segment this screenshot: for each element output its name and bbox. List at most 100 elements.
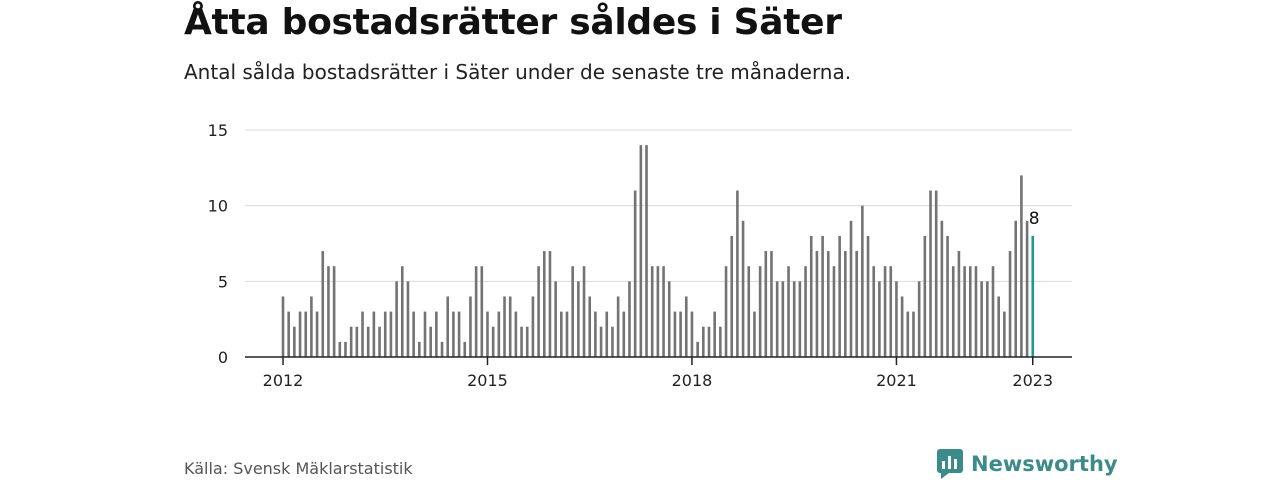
bar xyxy=(747,266,751,357)
y-tick-label: 5 xyxy=(218,272,228,291)
chart-title: Åtta bostadsrätter såldes i Säter xyxy=(184,2,842,43)
y-tick-label: 15 xyxy=(208,121,228,140)
bar xyxy=(389,311,393,357)
bar xyxy=(838,235,841,357)
x-tick-label: 2021 xyxy=(876,371,917,390)
brand-name: Newsworthy xyxy=(971,452,1118,476)
bar xyxy=(622,311,626,357)
brand-logo[interactable]: Newsworthy xyxy=(937,449,1118,479)
bar xyxy=(963,266,966,357)
bar xyxy=(474,266,478,357)
bar xyxy=(395,281,398,357)
bar xyxy=(719,326,722,357)
bar xyxy=(792,281,796,357)
bar xyxy=(565,311,569,357)
bars xyxy=(281,145,1035,357)
y-axis-labels: 0 5 10 15 xyxy=(208,121,228,367)
bar xyxy=(503,296,506,357)
bar xyxy=(327,266,330,357)
bar xyxy=(934,190,938,357)
y-tick-label: 10 xyxy=(208,197,228,216)
bar xyxy=(633,190,637,357)
bar xyxy=(684,296,688,357)
bar xyxy=(997,296,1000,357)
bar xyxy=(804,266,807,357)
bar xyxy=(724,266,728,357)
bar xyxy=(429,326,432,357)
bar xyxy=(435,311,438,357)
bar xyxy=(741,220,745,357)
bar xyxy=(440,341,444,357)
x-axis: 2012 2015 2018 2021 2023 xyxy=(245,356,1072,390)
bar xyxy=(889,266,893,357)
bar xyxy=(764,251,768,357)
bar xyxy=(531,296,535,357)
bar xyxy=(917,281,921,357)
bar xyxy=(781,281,785,357)
bar xyxy=(645,145,648,357)
bar xyxy=(605,311,609,357)
bar xyxy=(775,281,779,357)
bar xyxy=(560,311,563,357)
bar xyxy=(815,251,819,357)
bar xyxy=(548,251,552,357)
bar xyxy=(787,266,790,357)
bar xyxy=(906,311,910,357)
bar xyxy=(616,296,620,357)
bar xyxy=(844,251,847,357)
bar xyxy=(298,311,302,357)
bar xyxy=(514,311,518,357)
bar xyxy=(1014,220,1018,357)
bar xyxy=(412,311,415,357)
bar xyxy=(582,266,586,357)
bar xyxy=(855,251,858,357)
x-tick-label: 2012 xyxy=(263,371,304,390)
bar xyxy=(974,266,978,357)
bar xyxy=(508,296,512,357)
bar xyxy=(293,326,296,357)
bar xyxy=(929,190,932,357)
bar xyxy=(656,266,660,357)
bar xyxy=(554,281,557,357)
bar xyxy=(400,266,404,357)
bar xyxy=(491,326,495,357)
bar xyxy=(912,311,915,357)
bar xyxy=(406,281,410,357)
bar xyxy=(707,326,711,357)
bar xyxy=(349,326,353,357)
bar xyxy=(940,220,944,357)
x-tick-label: 2015 xyxy=(467,371,508,390)
bar xyxy=(418,341,421,357)
bar xyxy=(980,281,983,357)
bar xyxy=(355,326,359,357)
source-note: Källa: Svensk Mäklarstatistik xyxy=(184,459,413,478)
bar xyxy=(991,266,995,357)
bar xyxy=(1025,220,1029,357)
bar xyxy=(753,311,756,357)
bar xyxy=(1008,251,1012,357)
bar xyxy=(968,266,972,357)
bar xyxy=(798,281,802,357)
bar xyxy=(599,326,603,357)
y-tick-label: 0 xyxy=(218,348,228,367)
bar xyxy=(287,311,290,357)
bar xyxy=(469,296,472,357)
bar xyxy=(463,341,467,357)
bar xyxy=(696,341,699,357)
highlight-value-label: 8 xyxy=(1029,209,1040,229)
bar xyxy=(423,311,427,357)
bar xyxy=(310,296,313,357)
bar xyxy=(730,235,734,357)
bar xyxy=(611,326,614,357)
bar xyxy=(679,311,682,357)
bar xyxy=(378,326,381,357)
bar xyxy=(639,145,643,357)
bar xyxy=(832,266,836,357)
bar xyxy=(878,281,881,357)
bar xyxy=(809,235,813,357)
x-tick-label: 2023 xyxy=(1012,371,1053,390)
bar xyxy=(577,281,580,357)
bar xyxy=(770,251,773,357)
bar xyxy=(304,311,308,357)
